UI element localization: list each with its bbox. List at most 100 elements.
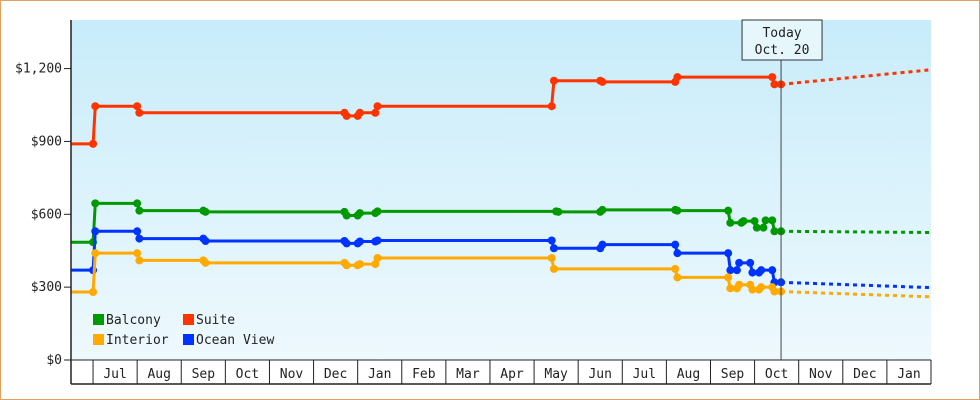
x-tick-label: Sep xyxy=(721,367,745,382)
data-point-suite xyxy=(770,80,779,89)
x-tick-label: Mar xyxy=(456,367,480,382)
y-tick-label: $900 xyxy=(31,134,62,149)
data-point-interior xyxy=(724,273,733,282)
data-point-ocean-view xyxy=(746,258,755,267)
data-point-balcony xyxy=(726,218,735,227)
x-tick-label: Aug xyxy=(677,367,700,382)
data-point-suite xyxy=(549,76,558,85)
x-tick-label: Dec xyxy=(853,367,876,382)
series-interior xyxy=(71,249,932,299)
data-point-balcony xyxy=(752,223,761,232)
data-point-balcony xyxy=(355,209,364,218)
data-point-balcony xyxy=(598,205,607,214)
y-tick-label: $600 xyxy=(31,207,62,222)
data-point-balcony xyxy=(768,216,777,225)
data-point-balcony xyxy=(673,206,682,215)
today-label: Oct. 20 xyxy=(755,43,810,58)
projection-line-ocean-view xyxy=(780,280,932,290)
series-balcony xyxy=(71,199,932,247)
legend-label-interior: Interior xyxy=(106,333,169,348)
data-point-ocean-view xyxy=(135,234,144,243)
series-ocean-view xyxy=(71,227,932,290)
data-point-balcony xyxy=(739,217,748,226)
y-axis-ticks: $0 $300 $600 $900 $1,200 xyxy=(15,62,71,368)
data-point-interior xyxy=(373,254,382,262)
data-point-balcony xyxy=(135,206,144,215)
data-point-ocean-view xyxy=(201,237,210,245)
data-point-ocean-view xyxy=(748,268,757,277)
x-tick-label: Nov xyxy=(809,367,833,382)
data-point-interior xyxy=(201,258,210,267)
legend-label-suite: Suite xyxy=(196,313,235,328)
data-point-ocean-view xyxy=(91,227,100,236)
legend-swatch-ocean-view xyxy=(183,334,194,345)
data-point-interior xyxy=(726,284,735,293)
data-point-interior xyxy=(342,261,351,270)
y-tick-label: $300 xyxy=(31,280,62,295)
data-point-interior xyxy=(91,249,100,258)
data-point-ocean-view xyxy=(757,266,766,275)
data-point-ocean-view xyxy=(549,244,558,253)
data-point-balcony xyxy=(91,199,100,208)
data-point-ocean-view xyxy=(671,240,680,249)
data-point-interior xyxy=(671,264,680,273)
data-point-ocean-view xyxy=(547,236,556,245)
data-point-suite xyxy=(91,102,100,111)
data-point-suite xyxy=(342,111,351,120)
projection-line-balcony xyxy=(781,229,932,234)
x-tick-label: Oct xyxy=(236,367,259,382)
data-point-interior xyxy=(748,285,757,294)
data-point-ocean-view xyxy=(768,266,777,275)
data-point-suite xyxy=(135,108,144,117)
x-tick-label: Feb xyxy=(412,367,436,382)
legend-label-balcony: Balcony xyxy=(106,313,161,328)
x-tick-label: Aug xyxy=(147,367,170,382)
data-point-ocean-view xyxy=(373,236,382,245)
data-point-balcony xyxy=(373,207,382,216)
data-point-suite xyxy=(89,139,98,148)
data-point-balcony xyxy=(761,216,770,225)
data-point-suite xyxy=(355,108,364,117)
data-point-balcony xyxy=(342,211,351,220)
data-point-ocean-view xyxy=(355,237,364,246)
x-tick-label: Nov xyxy=(280,367,304,382)
data-point-ocean-view xyxy=(724,249,733,258)
data-point-suite xyxy=(373,102,382,111)
projection-line-suite xyxy=(780,68,932,86)
legend: Balcony Suite Interior Ocean View xyxy=(93,313,274,348)
legend-swatch-suite xyxy=(183,314,194,325)
legend-swatch-balcony xyxy=(93,314,104,325)
data-point-ocean-view xyxy=(726,266,735,275)
data-point-interior xyxy=(547,254,556,262)
data-point-ocean-view xyxy=(735,258,744,267)
data-point-interior xyxy=(135,256,144,265)
today-label: Today xyxy=(762,26,801,41)
plot-background xyxy=(71,20,931,360)
data-point-balcony xyxy=(770,227,779,236)
data-point-suite xyxy=(371,108,380,117)
data-point-interior xyxy=(770,287,779,296)
data-point-ocean-view xyxy=(342,239,351,248)
x-tick-label: May xyxy=(544,367,568,382)
today-marker: Today Oct. 20 xyxy=(741,19,823,360)
data-point-balcony xyxy=(724,206,733,215)
data-point-ocean-view xyxy=(673,249,682,258)
data-point-suite xyxy=(768,73,777,82)
x-tick-label: Jan xyxy=(368,367,391,382)
data-point-suite xyxy=(673,73,682,82)
series-suite xyxy=(71,68,932,148)
data-point-interior xyxy=(735,280,744,289)
data-point-interior xyxy=(757,283,766,292)
y-tick-label: $0 xyxy=(46,353,62,368)
y-tick-label: $1,200 xyxy=(15,62,62,77)
data-point-ocean-view xyxy=(133,227,142,236)
data-point-suite xyxy=(133,102,142,111)
x-tick-label: Jul xyxy=(633,367,656,382)
data-point-interior xyxy=(673,273,682,282)
legend-swatch-interior xyxy=(93,334,104,345)
legend-label-ocean-view: Ocean View xyxy=(196,333,274,348)
x-tick-label: Jan xyxy=(897,367,920,382)
x-tick-label: Jun xyxy=(588,367,611,382)
data-point-balcony xyxy=(759,223,768,232)
